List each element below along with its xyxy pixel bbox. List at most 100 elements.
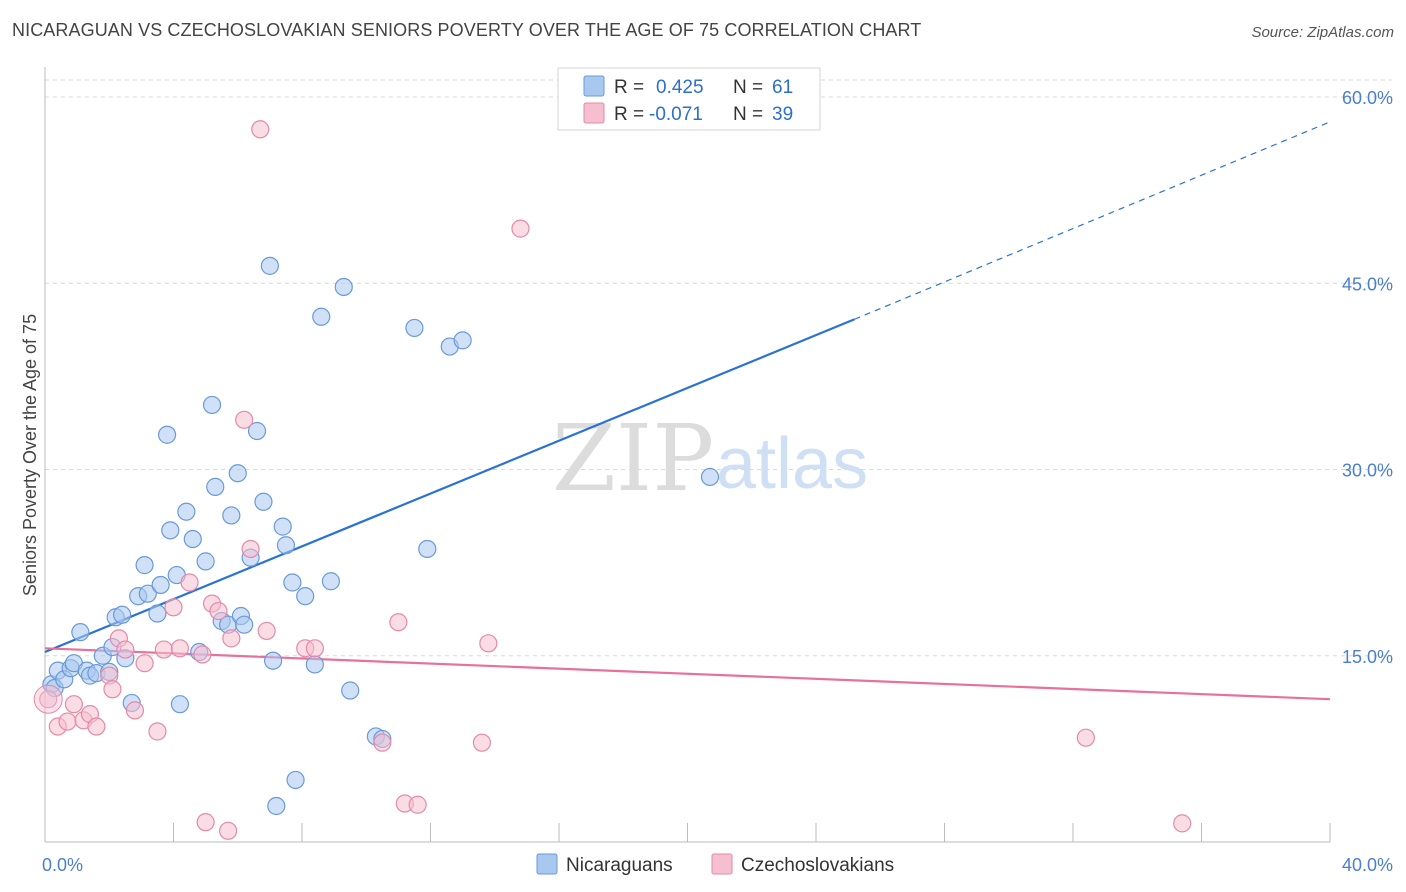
nicaraguan-point-60 bbox=[700, 467, 720, 487]
czechoslovakian-point-3 bbox=[64, 695, 84, 714]
watermark-atlas: atlas bbox=[716, 424, 868, 504]
bottom-legend-label-czechoslovakians: Czechoslovakians bbox=[741, 855, 894, 876]
nicaraguan-point-29 bbox=[196, 552, 215, 571]
nicaraguan-point-44 bbox=[273, 517, 292, 536]
czechoslovakian-point-large bbox=[33, 684, 63, 714]
nicaraguan-point-37 bbox=[235, 615, 254, 634]
czechoslovakian-point-10 bbox=[116, 640, 135, 659]
nicaraguan-point-40 bbox=[254, 492, 273, 511]
nicaraguan-point-34 bbox=[222, 506, 241, 525]
czechoslovakian-point-27 bbox=[257, 621, 276, 641]
nicaraguan-point-56 bbox=[405, 318, 424, 338]
legend-r-label-2: R = bbox=[614, 104, 644, 125]
correlation-legend: R = 0.425 N = 61 R = -0.071 N = 39 bbox=[557, 67, 821, 131]
nicaraguan-point-19 bbox=[138, 584, 157, 603]
nicaraguan-point-21 bbox=[151, 575, 170, 595]
czechoslovakian-point-16 bbox=[170, 639, 190, 658]
watermark: ZIP atlas bbox=[552, 405, 868, 512]
czechoslovakian-point-12 bbox=[135, 654, 154, 673]
y-tick-label-0: 15.0% bbox=[1342, 647, 1393, 667]
legend-r-value-1: 0.425 bbox=[656, 77, 704, 98]
czechoslovakian-point-17 bbox=[180, 573, 199, 592]
trendlines bbox=[44, 121, 1331, 701]
czechoslovakian-point-35 bbox=[479, 634, 498, 653]
nicaraguan-point-31 bbox=[206, 477, 225, 496]
czechoslovakian-point-15 bbox=[164, 598, 183, 617]
czechoslovakian-point-21 bbox=[209, 601, 228, 621]
source-label: Source: ZipAtlas.com bbox=[1251, 24, 1394, 41]
nicaraguans-trendline-extension bbox=[854, 121, 1331, 320]
nicaraguan-point-57 bbox=[418, 539, 437, 559]
nicaraguan-point-41 bbox=[260, 256, 279, 275]
nicaraguan-point-14 bbox=[112, 605, 132, 624]
nicaraguan-point-18 bbox=[135, 556, 154, 575]
y-tick-label-1: 30.0% bbox=[1342, 461, 1393, 481]
legend-r-value-2: -0.071 bbox=[649, 104, 703, 125]
legend-n-label-2: N = bbox=[733, 104, 763, 125]
bottom-legend-label-nicaraguans: Nicaraguans bbox=[566, 855, 673, 876]
legend-swatch-czechoslovakians bbox=[583, 102, 605, 124]
nicaraguans-trendline bbox=[44, 318, 855, 654]
czechoslovakian-point-38 bbox=[1173, 814, 1192, 833]
nicaraguan-point-22 bbox=[157, 425, 177, 444]
legend-swatch-nicaraguans bbox=[583, 75, 605, 97]
nicaraguan-point-26 bbox=[177, 502, 196, 521]
czechoslovakian-point-31 bbox=[389, 613, 408, 632]
czechoslovakian-point-18 bbox=[193, 645, 212, 664]
nicaraguan-point-25 bbox=[170, 695, 190, 714]
chart-title: NICARAGUAN VS CZECHOSLOVAKIAN SENIORS PO… bbox=[12, 20, 922, 40]
x-tick-label-1: 40.0% bbox=[1342, 855, 1393, 875]
nicaraguan-point-20 bbox=[148, 604, 167, 623]
bottom-legend-swatch-nicaraguans bbox=[536, 853, 558, 875]
czechoslovakian-point-37 bbox=[1076, 728, 1095, 747]
czechoslovakian-point-11 bbox=[125, 701, 145, 720]
legend-n-value-1: 61 bbox=[772, 77, 793, 98]
nicaraguan-point-52 bbox=[334, 277, 353, 297]
nicaraguan-point-47 bbox=[286, 770, 305, 790]
czechoslovakian-point-22 bbox=[219, 821, 238, 840]
nicaraguan-point-42 bbox=[263, 651, 283, 670]
bottom-legend-swatch-czechoslovakians bbox=[711, 853, 733, 875]
tick-labels: 15.0% 30.0% 45.0% 60.0% 0.0% 40.0% bbox=[42, 88, 1393, 875]
czechoslovakian-point-24 bbox=[235, 410, 254, 429]
czechoslovakian-point-33 bbox=[408, 795, 427, 814]
nicaraguan-point-30 bbox=[202, 395, 222, 415]
nicaraguan-point-51 bbox=[321, 572, 341, 591]
legend-n-value-2: 39 bbox=[772, 104, 793, 125]
czechoslovakian-point-19 bbox=[196, 813, 215, 832]
czechoslovakian-point-36 bbox=[511, 219, 530, 238]
nicaraguan-point-43 bbox=[267, 796, 286, 816]
watermark-zip: ZIP bbox=[552, 405, 714, 512]
data-points bbox=[33, 120, 1192, 840]
czechoslovakian-point-13 bbox=[148, 722, 167, 741]
y-axis-label: Seniors Poverty Over the Age of 75 bbox=[20, 314, 40, 596]
nicaraguan-point-53 bbox=[341, 681, 360, 700]
czechoslovakian-point-26 bbox=[251, 120, 270, 139]
legend-n-label-1: N = bbox=[733, 77, 763, 98]
nicaraguan-point-59 bbox=[453, 331, 472, 350]
czechoslovakian-point-0 bbox=[39, 690, 58, 709]
nicaraguan-point-49 bbox=[305, 655, 324, 674]
nicaraguan-point-6 bbox=[71, 623, 90, 642]
nicaraguan-point-39 bbox=[247, 421, 267, 441]
czechoslovakian-point-8 bbox=[103, 680, 122, 699]
nicaraguan-point-50 bbox=[312, 307, 331, 326]
y-tick-label-2: 45.0% bbox=[1342, 274, 1393, 294]
czechoslovakian-point-30 bbox=[373, 733, 392, 752]
x-tick-label-0: 0.0% bbox=[42, 855, 83, 875]
czechoslovakian-point-2 bbox=[58, 712, 77, 731]
czechoslovakian-point-34 bbox=[472, 733, 491, 752]
czechoslovakian-point-29 bbox=[305, 639, 324, 658]
nicaraguan-point-27 bbox=[183, 529, 202, 549]
czechoslovakians-trendline bbox=[44, 647, 1331, 701]
czechoslovakian-point-14 bbox=[154, 640, 173, 659]
czechoslovakian-point-23 bbox=[222, 629, 241, 648]
legend-r-label-1: R = bbox=[614, 77, 644, 98]
nicaraguan-point-23 bbox=[161, 521, 180, 540]
czechoslovakian-point-6 bbox=[87, 717, 106, 736]
y-tick-label-3: 60.0% bbox=[1342, 88, 1393, 108]
nicaraguan-point-35 bbox=[228, 464, 247, 483]
nicaraguan-point-45 bbox=[276, 536, 296, 555]
nicaraguan-point-48 bbox=[296, 587, 315, 606]
